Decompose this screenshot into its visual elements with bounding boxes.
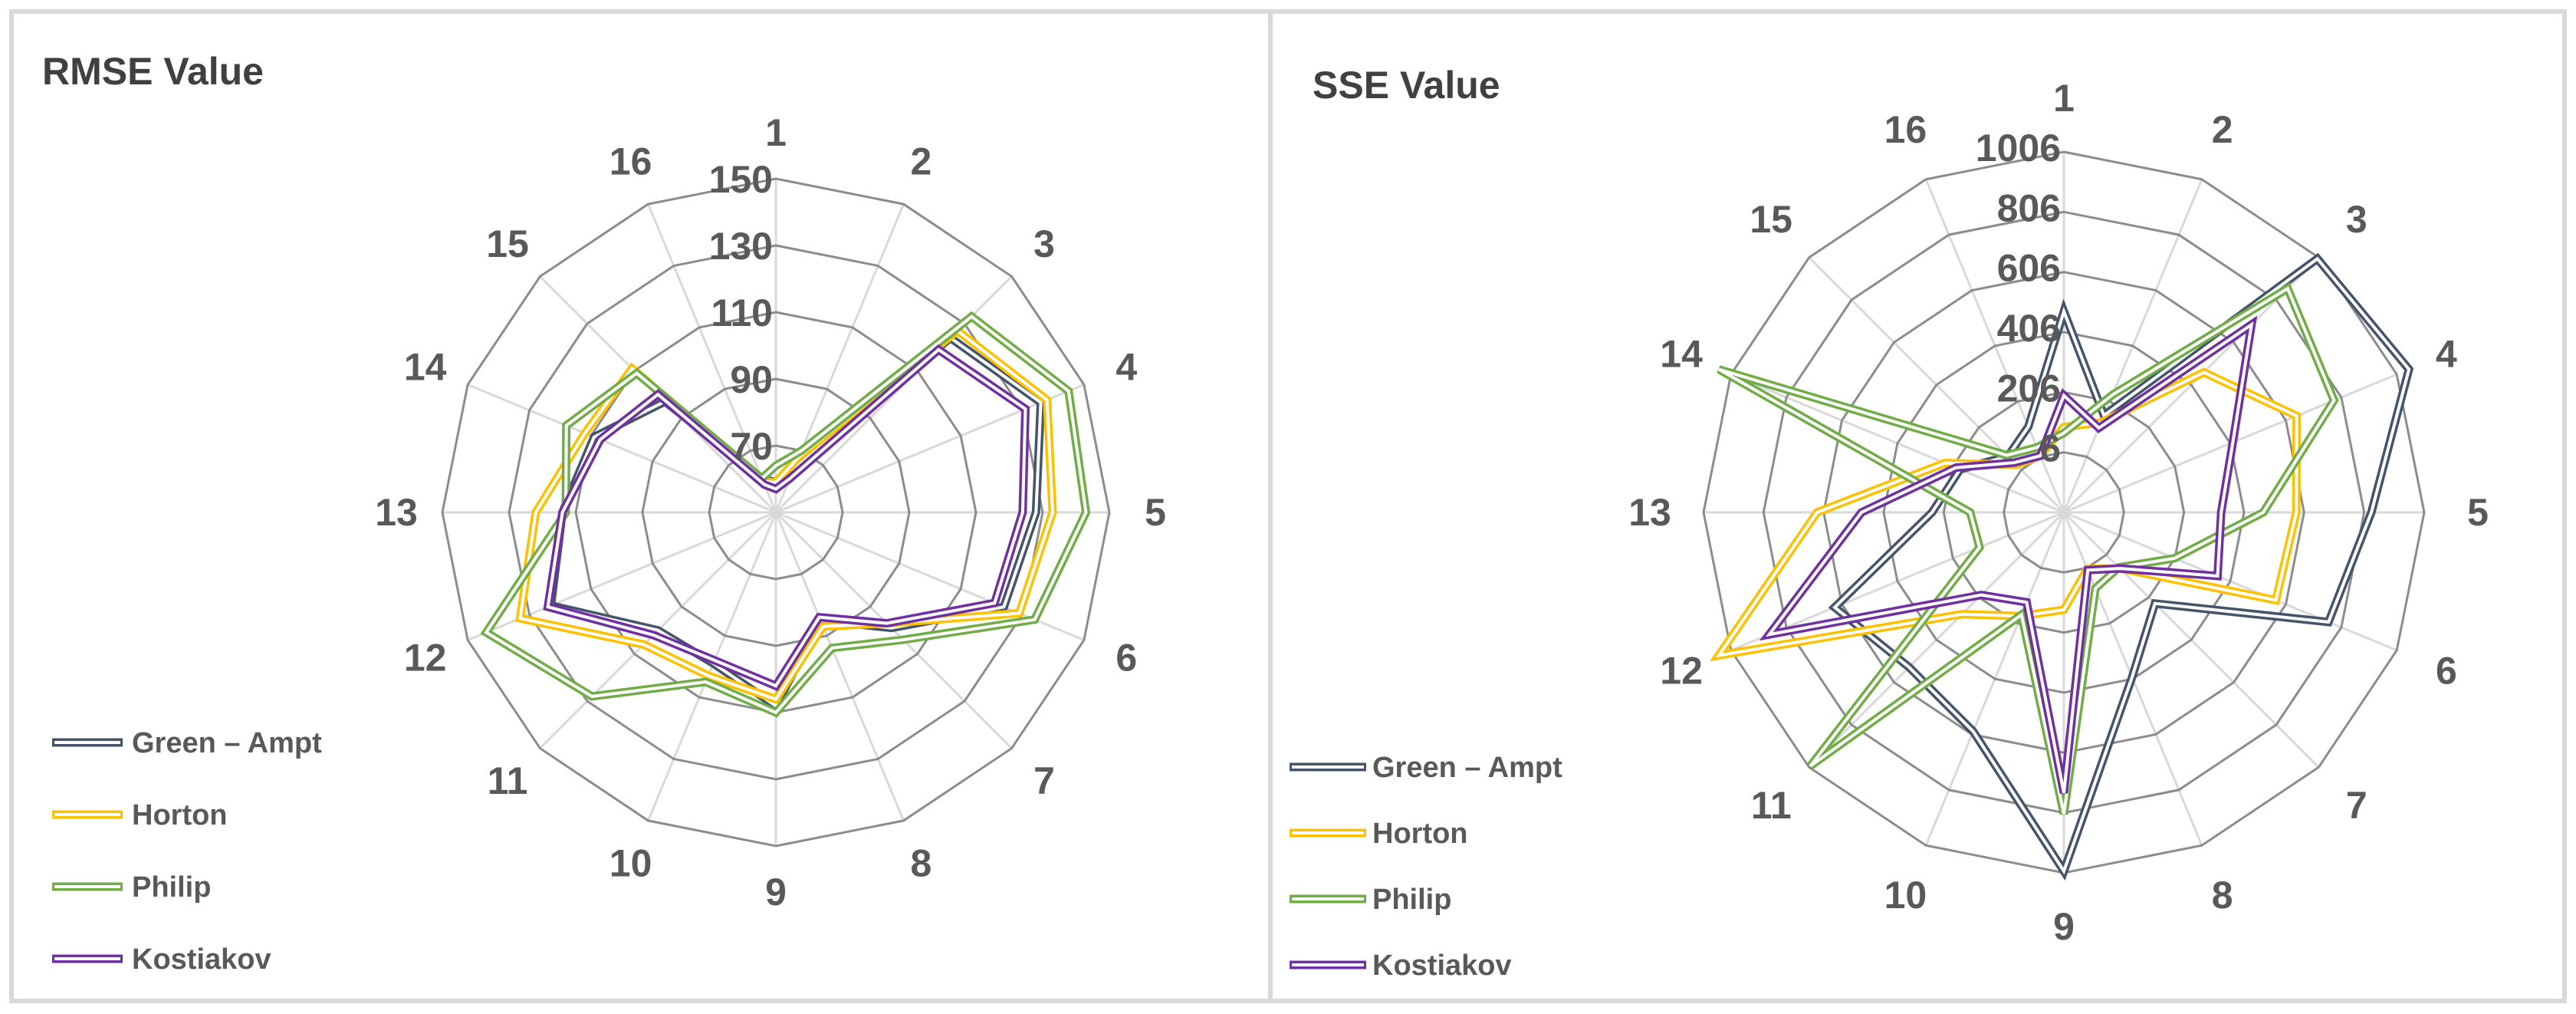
- rmse-legend: Green – Ampt Horton Philip Kostiakov: [52, 727, 322, 976]
- category-label-10: 10: [610, 841, 652, 884]
- category-label-6: 6: [2436, 650, 2457, 693]
- grid-ring-130: [508, 244, 1044, 781]
- category-label-4: 4: [2436, 332, 2457, 375]
- category-label-15: 15: [486, 222, 529, 265]
- spoke-4: [775, 384, 1085, 514]
- spoke-14: [467, 384, 777, 514]
- legend-item-kostiakov: Kostiakov: [52, 943, 271, 976]
- legend-item-green-ampt: Green – Ampt: [52, 727, 322, 759]
- category-label-12: 12: [1660, 650, 1703, 693]
- spokes: [442, 179, 1109, 846]
- tick-label: 1006: [1976, 127, 2061, 170]
- category-label-14: 14: [1660, 332, 1703, 375]
- series-philip-line-highlight: [1717, 286, 2336, 815]
- spoke-8: [774, 512, 905, 821]
- sse-legend: Green – Ampt Horton Philip Kostiakov: [1290, 752, 1562, 982]
- category-label-9: 9: [2053, 905, 2075, 948]
- category-label-13: 13: [1628, 491, 1671, 534]
- legend-label: Horton: [1372, 818, 1468, 850]
- category-label-1: 1: [765, 111, 787, 154]
- tick-label: 806: [1997, 186, 2061, 229]
- sse-chart-title: SSE Value: [1313, 64, 1500, 107]
- category-label-13: 13: [375, 491, 418, 534]
- spoke-16: [647, 203, 777, 513]
- category-label-5: 5: [1145, 491, 1166, 534]
- tick-label: 6: [2039, 427, 2061, 470]
- category-label-4: 4: [1116, 346, 1137, 389]
- category-label-16: 16: [610, 140, 652, 183]
- rmse-panel: RMSE Value 70901101301501234567891011121…: [9, 9, 1273, 1003]
- category-label-6: 6: [1116, 636, 1137, 679]
- grid-ring-6: [2003, 451, 2125, 574]
- category-label-15: 15: [1750, 198, 1792, 241]
- series-kostiakov-line-highlight: [1765, 321, 2254, 794]
- legend-label: Kostiakov: [132, 943, 271, 976]
- legend-item-philip: Philip: [52, 871, 211, 904]
- category-label-7: 7: [2346, 784, 2367, 827]
- grid-ring-150: [441, 177, 1111, 848]
- tick-label: 150: [709, 158, 773, 201]
- category-label-2: 2: [2212, 108, 2233, 151]
- category-label-16: 16: [1884, 108, 1927, 151]
- series-horton-line-highlight: [518, 328, 1055, 702]
- tick-label: 130: [709, 225, 773, 268]
- tick-label: 606: [1997, 247, 2061, 290]
- legend-label: Green – Ampt: [132, 727, 322, 759]
- sse-panel-frame: [1268, 9, 2567, 1003]
- legend-label: Kostiakov: [1372, 950, 1512, 982]
- legend-label: Philip: [1372, 884, 1451, 916]
- category-label-8: 8: [2212, 874, 2233, 917]
- category-label-9: 9: [765, 871, 787, 914]
- category-label-14: 14: [404, 346, 447, 389]
- tick-label: 70: [730, 425, 773, 468]
- series-kostiakov-line-highlight: [546, 347, 1027, 688]
- legend-label: Green – Ampt: [1372, 752, 1562, 784]
- tick-label: 406: [1997, 307, 2061, 350]
- category-label-3: 3: [1033, 222, 1055, 265]
- category-label-12: 12: [404, 636, 447, 679]
- category-label-5: 5: [2467, 491, 2489, 534]
- legend-item-horton: Horton: [1290, 818, 1468, 850]
- series-lines: [1710, 252, 2414, 881]
- rmse-panel-frame: [9, 9, 1273, 1003]
- category-label-2: 2: [910, 140, 932, 183]
- tick-label: 110: [711, 291, 773, 334]
- tick-label: 206: [1997, 367, 2061, 410]
- grid-ring-90: [641, 377, 911, 647]
- category-label-10: 10: [1884, 874, 1927, 917]
- rmse-chart-title: RMSE Value: [42, 50, 264, 93]
- legend-item-horton: Horton: [52, 799, 228, 831]
- series-philip-line-highlight: [484, 314, 1088, 715]
- category-label-1: 1: [2053, 77, 2075, 120]
- legend-item-kostiakov: Kostiakov: [1290, 950, 1512, 982]
- series-lines: [480, 311, 1091, 718]
- tick-label: 90: [730, 358, 773, 401]
- grid-ring-70: [708, 444, 844, 581]
- category-label-11: 11: [1751, 784, 1792, 827]
- category-label-11: 11: [488, 759, 528, 802]
- category-label-8: 8: [910, 841, 932, 884]
- grid-ring-206: [1942, 390, 2186, 634]
- legend-item-green-ampt: Green – Ampt: [1290, 752, 1562, 784]
- legend-item-philip: Philip: [1290, 884, 1451, 916]
- legend-label: Horton: [132, 799, 228, 831]
- sse-panel: SSE Value 620640660680610061234567891011…: [1268, 9, 2567, 1003]
- grid-ring-606: [1822, 271, 2305, 754]
- legend-label: Philip: [132, 871, 211, 904]
- tick-labels: 70 90 110 130 150: [709, 158, 773, 468]
- category-label-7: 7: [1033, 759, 1055, 802]
- tick-labels: 6 206 406 606 806 1006: [1976, 127, 2061, 470]
- category-label-3: 3: [2346, 198, 2367, 241]
